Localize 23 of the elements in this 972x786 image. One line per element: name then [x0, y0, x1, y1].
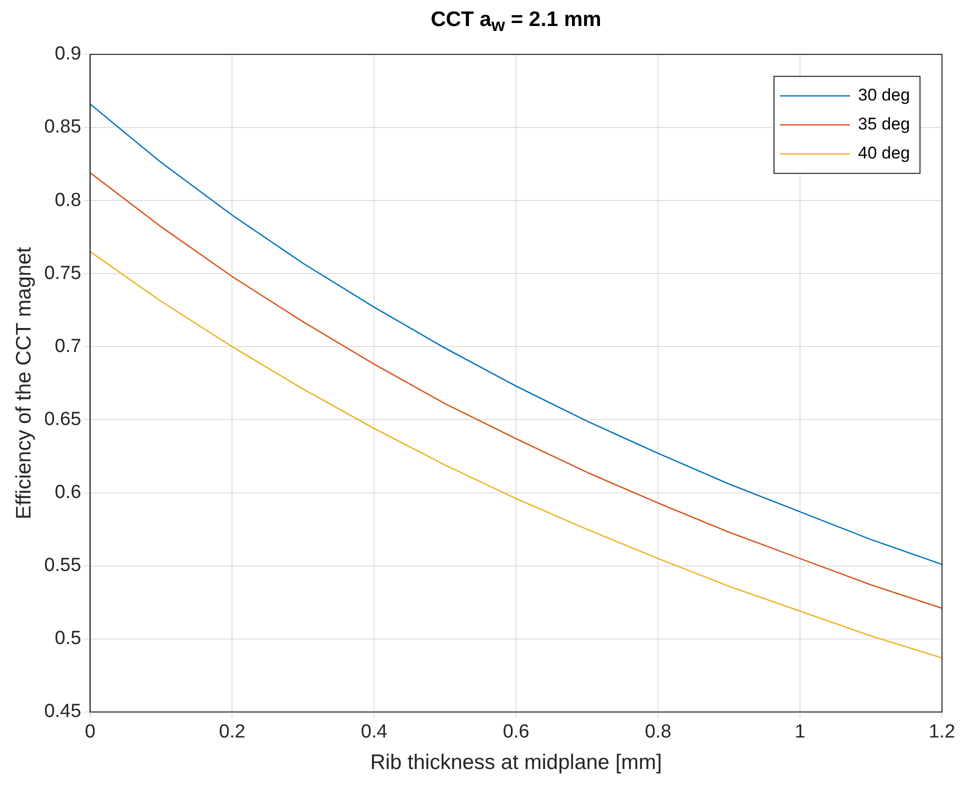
y-tick-label: 0.9: [54, 44, 82, 65]
x-tick-label: 1: [794, 722, 806, 743]
y-tick-label: 0.55: [44, 555, 82, 576]
x-tick-label: 0.4: [360, 722, 388, 743]
y-tick-label: 0.75: [44, 262, 82, 284]
x-tick-label: 0.2: [218, 722, 246, 743]
y-tick-label: 0.65: [44, 408, 82, 430]
y-tick-label: 0.7: [54, 336, 82, 357]
y-axis-title: Efficiency of the CCT magnet: [12, 246, 36, 520]
y-tick-label: 0.6: [54, 482, 82, 504]
y-tick-label: 0.45: [44, 701, 82, 722]
chart-title: CCT a$_{w}$ = 2.1 mm: [430, 8, 602, 38]
y-tick-label: 0.85: [44, 116, 82, 138]
y-tick-label: 0.5: [54, 628, 82, 650]
legend-label: 35 deg: [858, 114, 910, 134]
x-axis-title: Rib thickness at midplane [mm]: [370, 751, 662, 774]
x-tick-label: 0: [84, 722, 96, 743]
y-tick-label: 0.8: [54, 190, 82, 211]
x-tick-label: 0.8: [644, 722, 672, 743]
legend-label: 30 deg: [858, 86, 910, 105]
legend-label: 40 deg: [858, 144, 910, 163]
x-tick-label: 1.2: [928, 722, 956, 743]
x-tick-label: 0.6: [502, 722, 530, 743]
